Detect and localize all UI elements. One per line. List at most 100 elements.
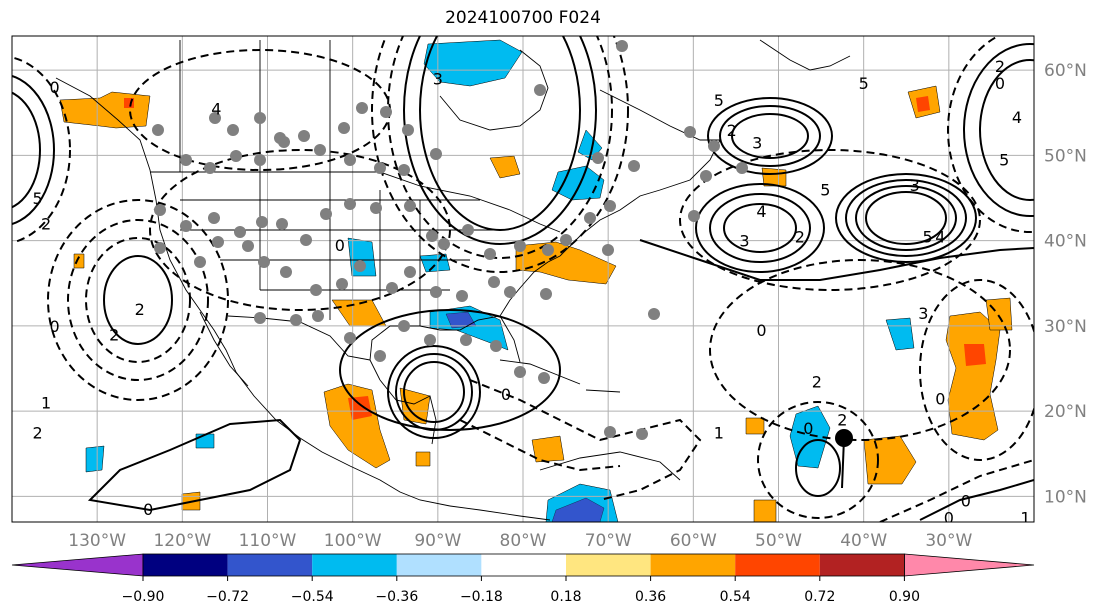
- colorbar-tick-label: −0.18: [460, 589, 503, 605]
- border-us-canada: [150, 171, 561, 233]
- contour-label: 0: [935, 389, 945, 408]
- station-marker: [254, 112, 266, 124]
- station-marker: [430, 286, 442, 298]
- contour-label: 3: [918, 304, 928, 323]
- station-marker: [398, 320, 410, 332]
- contour-label: 2: [995, 57, 1005, 76]
- station-marker: [320, 208, 332, 220]
- colorbar-segment: [481, 554, 566, 576]
- colorbar-tick-label: −0.72: [206, 589, 249, 605]
- station-marker: [280, 266, 292, 278]
- station-marker: [456, 290, 468, 302]
- station-marker: [298, 130, 310, 142]
- station-marker: [344, 198, 356, 210]
- colorbar-segment: [396, 554, 482, 576]
- station-marker: [542, 244, 554, 256]
- colorbar-outline: [142, 553, 905, 577]
- station-marker: [604, 200, 616, 212]
- coast-gulf: [369, 255, 561, 381]
- contour-south-atl-2: [757, 401, 879, 519]
- contour-atl-b-1: [723, 203, 797, 253]
- contour-label: 2: [837, 411, 847, 430]
- station-marker: [386, 282, 398, 294]
- contour-label: 0: [501, 385, 511, 404]
- contour-label: 2: [727, 121, 737, 140]
- contour-gulf-low-3: [387, 345, 481, 439]
- contour-label: 0: [756, 321, 766, 340]
- contour-ridge-2: [403, 36, 597, 245]
- coast-central-america: [449, 505, 551, 521]
- station-marker: [534, 84, 546, 96]
- contour-west-high-1: [12, 91, 41, 209]
- longitude-labels: 130°W 120°W 110°W 100°W 90°W 80°W 70°W 60°W 50°W…: [68, 531, 972, 551]
- contour-atl-a-2: [719, 105, 821, 167]
- contour-gulf-low-4: [339, 309, 561, 431]
- latitude-labels: 10°N 20°N 30°N 40°N 50°N 60°N: [1044, 61, 1087, 507]
- contour-label: 5: [859, 74, 869, 93]
- contour-label: 0: [995, 74, 1005, 93]
- station-marker: [356, 102, 368, 114]
- contour-atl-a-3: [707, 97, 833, 175]
- map-title: 2024100700 F024: [445, 8, 601, 28]
- station-marker: [338, 122, 350, 134]
- coast-labrador: [599, 89, 720, 141]
- station-marker: [370, 202, 382, 214]
- station-marker: [424, 334, 436, 346]
- station-marker: [300, 234, 312, 246]
- fill-negative-hudson: [423, 39, 523, 87]
- longitude-tick-label: 130°W: [68, 531, 126, 551]
- contour-east-mid: [919, 279, 1034, 461]
- coast-florida: [499, 315, 521, 363]
- contour-label: 5: [32, 189, 42, 208]
- fill-positive-mexico-core: [348, 396, 372, 420]
- station-marker: [230, 150, 242, 162]
- contour-label: 0: [335, 236, 345, 255]
- contour-west-high-2: [12, 74, 55, 226]
- colorbar-segment: [735, 554, 820, 576]
- station-marker: [256, 216, 268, 228]
- fill-positive-south: [753, 499, 777, 522]
- coast-yucatan: [379, 379, 437, 445]
- station-marker: [402, 124, 414, 136]
- fill-negative-caribbean-core: [551, 497, 605, 522]
- latitude-tick-label: 30°N: [1044, 317, 1087, 337]
- contour-pacific-low-4: [47, 199, 229, 401]
- contour-label: 3: [752, 134, 762, 153]
- station-marker: [602, 244, 614, 256]
- station-marker: [430, 148, 442, 160]
- longitude-tick-label: 90°W: [414, 531, 461, 551]
- station-marker: [462, 224, 474, 236]
- contour-label: 0: [49, 317, 59, 336]
- contour-label: 3: [739, 232, 749, 251]
- contour-label: 1: [1020, 509, 1030, 528]
- station-marker: [344, 332, 356, 344]
- coast-hispaniola: [585, 389, 621, 393]
- fill-positive-gulf-small: [415, 451, 431, 467]
- station-marker: [592, 152, 604, 164]
- colorbar-segment: [312, 554, 397, 576]
- station-markers: [152, 40, 748, 440]
- fill-positive-westatl: [745, 417, 765, 435]
- station-marker: [204, 162, 216, 174]
- station-marker: [154, 204, 166, 216]
- station-marker: [684, 126, 696, 138]
- station-marker: [438, 238, 450, 250]
- station-marker: [344, 154, 356, 166]
- contour-pacific-low-1: [103, 255, 173, 345]
- contour-caribbean: [469, 379, 702, 501]
- contour-label: 2: [795, 227, 805, 246]
- station-marker: [208, 212, 220, 224]
- longitude-tick-label: 80°W: [500, 531, 547, 551]
- station-marker: [490, 340, 502, 352]
- longitude-tick-label: 100°W: [324, 531, 382, 551]
- border-states-b: [259, 172, 421, 326]
- station-marker: [460, 334, 472, 346]
- station-marker: [194, 256, 206, 268]
- contour-atl-b-3: [695, 183, 825, 273]
- station-marker: [616, 40, 628, 52]
- station-marker: [628, 160, 640, 172]
- station-marker: [227, 124, 239, 136]
- station-marker: [180, 220, 192, 232]
